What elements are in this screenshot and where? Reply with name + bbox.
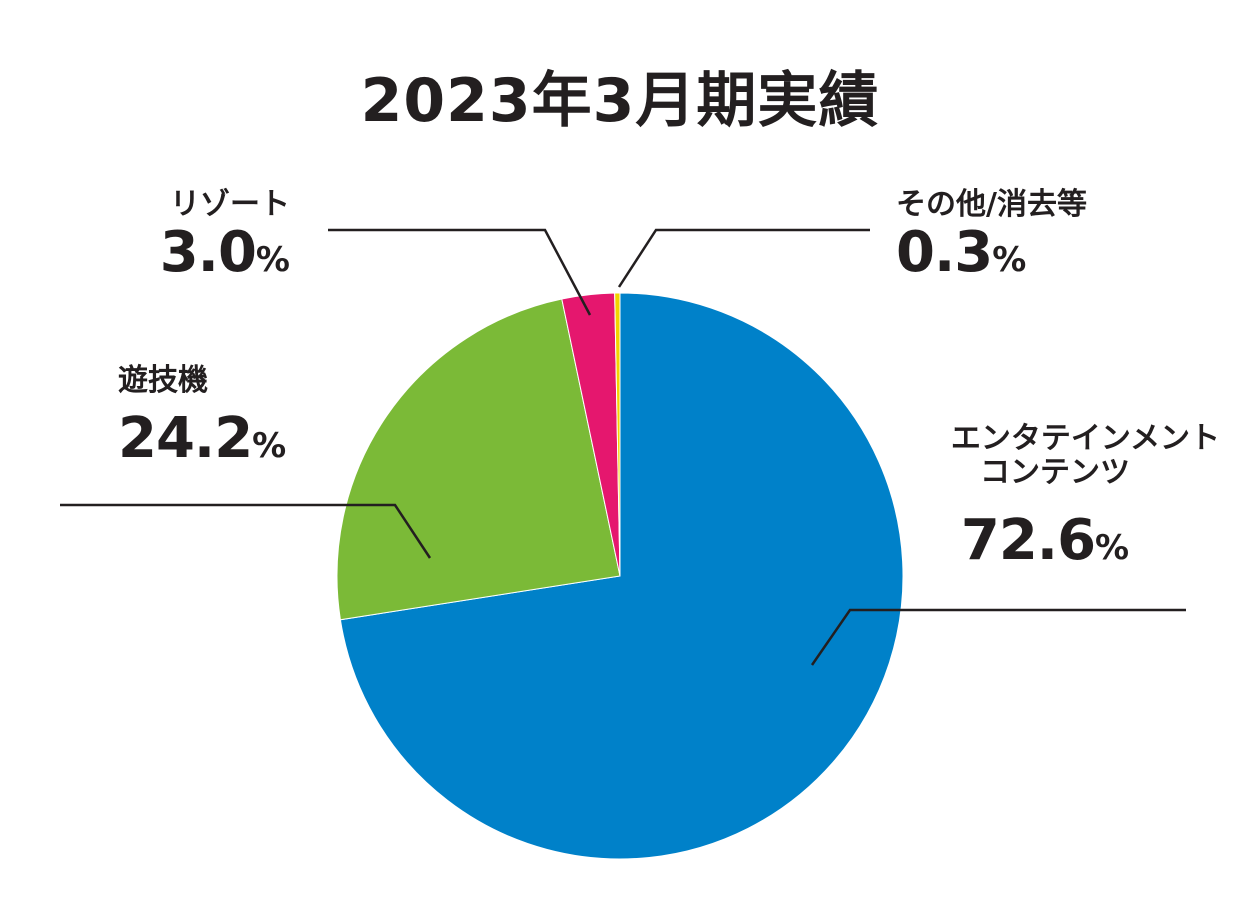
label-entertainment-value: 72.6%	[960, 508, 1130, 573]
pie-slice-other	[614, 292, 621, 577]
label-amusement: 遊技機 24.2%	[118, 364, 358, 477]
leader-line-amusement	[60, 503, 432, 559]
pie-slices	[336, 292, 904, 860]
label-other-name: その他/消去等	[896, 187, 1087, 222]
label-resort-value: 3.0%	[159, 220, 290, 285]
label-other: その他/消去等 0.3%	[896, 188, 1196, 291]
chart-title: 2023年3月期実績	[360, 66, 880, 136]
label-amusement-value: 24.2%	[118, 406, 287, 471]
leader-line-resort	[328, 228, 592, 316]
label-resort: リゾート 3.0%	[100, 188, 290, 291]
leader-line-entertainment	[810, 608, 1186, 666]
label-resort-name: リゾート	[170, 187, 290, 222]
leader-line-other	[617, 228, 870, 288]
pie-slice-entertainment	[339, 292, 904, 860]
label-entertainment-name-2: コンテンツ	[980, 455, 1130, 490]
label-entertainment: エンタテインメント コンテンツ 72.6%	[890, 422, 1220, 579]
leader-lines	[60, 228, 1186, 666]
pie-slice-amusement	[336, 298, 621, 621]
label-entertainment-name-1: エンタテインメント	[950, 421, 1220, 456]
label-amusement-name: 遊技機	[118, 363, 208, 398]
label-other-value: 0.3%	[896, 220, 1027, 285]
